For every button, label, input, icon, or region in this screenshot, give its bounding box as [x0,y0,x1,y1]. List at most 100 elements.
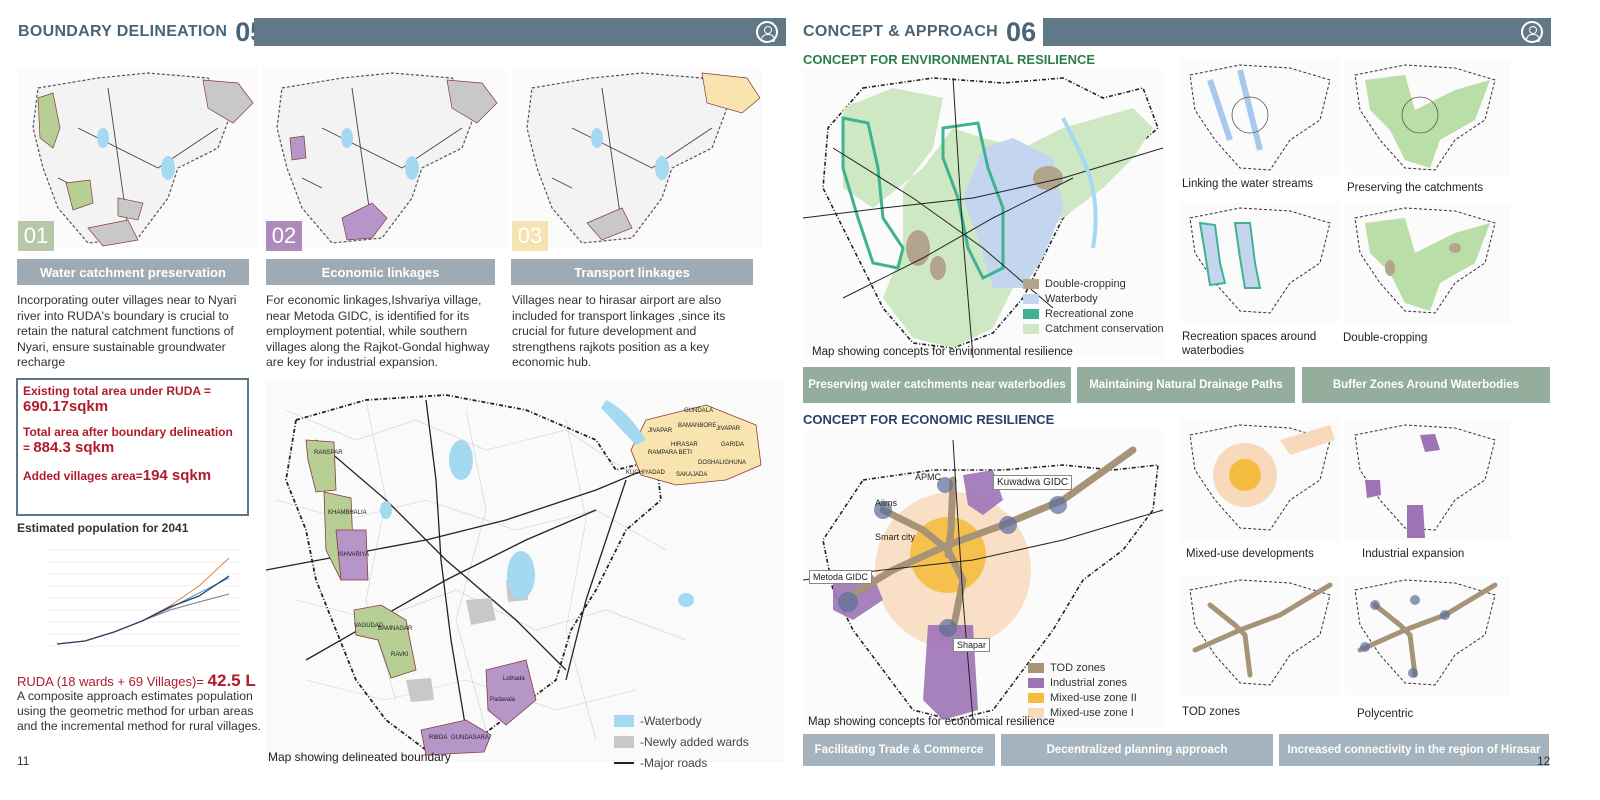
env-legend-recre: Recreational zone [1045,307,1134,320]
eco-small-map-3 [1180,575,1340,695]
env-small-label-4: Double-cropping [1343,332,1428,344]
step-title-1: Water catchment preservation [17,259,249,285]
env-bar-1: Preserving water catchments near waterbo… [803,367,1071,403]
right-header-bar [1043,18,1551,46]
env-map-svg [803,77,1163,358]
ruda-population-value: 42.5 L [207,671,256,690]
total-area-value: 884.3 sqkm [33,439,115,456]
eco-bar-2: Decentralized planning approach [1001,734,1273,766]
eco-legend-industrial-swatch [1028,677,1044,688]
eco-legend-industrial: Industrial zones [1050,676,1128,689]
user-icon[interactable] [756,21,778,43]
eco-bar-1: Facilitating Trade & Commerce [803,734,995,766]
village-label-19: GARIDA [721,442,745,448]
eco-small-2-svg [1354,424,1496,538]
eco-label-apmc: APMC [915,472,942,482]
step-number-2: 02 [266,221,302,251]
left-header: BOUNDARY DELINEATION 05 [18,17,786,47]
ruda-population: RUDA (18 wards + 69 Villages)= 42.5 L [17,671,256,691]
population-text: A composite approach estimates populatio… [17,689,261,733]
population-title: Estimated population for 2041 [17,521,189,535]
small-map-transport-linkages [512,68,762,248]
eco-small-label-1: Mixed-use developments [1186,548,1314,560]
env-section-title: CONCEPT FOR ENVIRONMENTAL RESILIENCE [803,52,1096,67]
env-bar-2: Maintaining Natural Drainage Paths [1077,367,1295,403]
area-summary-box: Existing total area under RUDA = 690.17s… [16,378,249,516]
left-header-title: BOUNDARY DELINEATION [18,23,228,40]
big-map-svg [266,380,784,762]
eco-map-svg [803,439,1164,721]
user-icon[interactable] [1521,21,1543,43]
village-label-9: Padavala [490,697,516,703]
env-legend-water: Waterbody [1045,292,1098,305]
existing-area-label: Existing total area under RUDA = [23,384,211,398]
existing-area-value: 690.17sqkm [23,398,109,415]
env-small-label-1: Linking the water streams [1182,178,1314,190]
village-label-14: HIRASAR [671,442,698,448]
env-small-1-svg [1189,64,1331,171]
ruda-population-label: RUDA (18 wards + 69 Villages)= [17,674,208,689]
right-header: CONCEPT & APPROACH 06 [803,17,1551,47]
village-label-2: KHAMBHALIA [328,510,367,516]
eco-legend-mix1: Mixed-use zone I [1050,706,1134,719]
village-label-18: SAKAJADA [676,472,708,478]
left-header-bar [254,18,786,46]
eco-label-metoda: Metoda GIDC [809,570,873,584]
added-area-value: 194 sqkm [142,467,212,484]
population-chart-svg [47,549,242,647]
eco-small-4-svg [1354,579,1498,686]
village-label-15: RAMPARA BETI [648,450,692,456]
village-label-11: GUNDALA [684,408,714,414]
eco-label-aiims: Aiims [875,498,897,508]
eco-label-shapar: Shapar [953,638,991,652]
eco-legend-tod: TOD zones [1050,661,1106,674]
eco-small-label-4: Polycentric [1357,708,1414,720]
env-small-4-svg [1354,207,1496,314]
village-label-5: BAMNAGAR [378,626,413,632]
page-number-left: 11 [17,754,30,768]
delineation-legend: -Waterbody -Newly added wards -Major roa… [614,710,749,773]
eco-small-map-4 [1345,575,1510,695]
legend-waterbody-swatch [614,714,634,727]
legend-waterbody-label: -Waterbody [640,713,702,728]
env-small-map-3 [1180,203,1340,323]
env-small-map-1 [1180,60,1340,175]
env-map-caption: Map showing concepts for environmental r… [812,346,1073,358]
eco-legend-mix2: Mixed-use zone II [1050,691,1137,704]
small-map-3-svg [526,72,761,244]
legend-major-roads-swatch [614,761,634,764]
village-label-16: DOSHALIGHUNA [698,460,747,466]
small-map-economic-linkages [262,68,507,248]
village-label-12: BAMANBORE [678,423,717,429]
env-legend-recre-swatch [1023,308,1039,319]
eco-small-map-1 [1180,420,1340,540]
env-small-2-svg [1354,64,1496,171]
eco-small-1-svg [1189,424,1335,531]
eco-legend: TOD zones Industrial zones Mixed-use zon… [1028,660,1137,720]
population-chart [17,538,249,666]
eco-section-title: CONCEPT FOR ECONOMIC RESILIENCE [803,412,1055,427]
village-label-7: RIBDA [429,735,448,741]
env-legend-catch-swatch [1023,323,1039,334]
step-title-2: Economic linkages [266,259,495,285]
village-label-8: GUNDASARA [451,735,490,741]
env-legend: Double-cropping Waterbody Recreational z… [1023,276,1164,336]
env-small-map-2 [1345,60,1510,175]
small-map-water-catchment [18,68,258,248]
step-text-2: For economic linkages,Ishvariya village,… [266,293,490,369]
village-label-13: JIVAPAR [648,428,673,434]
env-small-map-4 [1345,203,1510,323]
small-map-1-svg [32,72,254,247]
env-legend-double: Double-cropping [1045,277,1126,290]
eco-map-caption: Map showing concepts for economical resi… [808,716,1055,728]
eco-label-smart-city: Smart city [875,532,916,542]
legend-added-wards-label: -Newly added wards [640,734,749,749]
eco-small-label-2: Industrial expansion [1362,548,1465,560]
total-area-eq: = [23,441,34,455]
eco-small-3-svg [1189,579,1333,686]
delineated-boundary-map: RANSPAR KHAMBHALIA ISHVARIYA VAGUDAD BAM… [266,380,784,762]
step-number-3: 03 [512,221,548,251]
env-small-label-2: Preserving the catchments [1347,182,1484,194]
right-header-title: CONCEPT & APPROACH [803,23,999,40]
legend-major-roads-label: -Major roads [640,755,708,770]
